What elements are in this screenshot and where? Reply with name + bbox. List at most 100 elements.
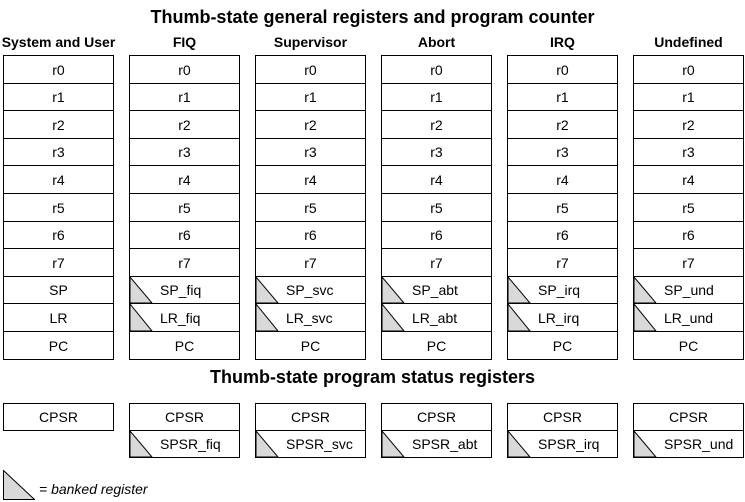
status-cpsr-cell: CPSR [381, 403, 492, 431]
register-lr-und-cell: LR_und [633, 303, 744, 332]
register-lr-fiq-label: LR_fiq [160, 309, 201, 326]
register-r2-label: r2 [52, 116, 65, 133]
mode-header-supervisor: Supervisor [273, 34, 348, 50]
status-cpsr-cell: CPSR [633, 403, 744, 431]
register-r0-label: r0 [304, 61, 317, 78]
register-r6-label: r6 [682, 227, 695, 243]
register-pc-label: PC [48, 337, 69, 354]
mode-header-undefined: Undefined [654, 34, 723, 50]
register-r1-label: r1 [682, 89, 695, 105]
register-pc-label: PC [426, 337, 447, 354]
banked-triangle-icon [508, 277, 531, 303]
banked-triangle-icon [256, 304, 279, 331]
mode-header-system-and-user: System and User [1, 34, 116, 50]
register-r6-label: r6 [556, 227, 569, 243]
register-r5-label: r5 [178, 199, 191, 216]
banked-triangle-icon [634, 304, 657, 331]
register-pc-cell: PC [381, 331, 492, 360]
banked-triangle-icon [634, 277, 657, 303]
status-spsr-und-label: SPSR_und [664, 436, 734, 452]
register-r2-cell: r2 [381, 110, 492, 139]
register-r5-cell: r5 [129, 193, 240, 222]
status-cpsr-label: CPSR [165, 409, 204, 425]
status-cpsr-label: CPSR [291, 409, 330, 425]
register-sp-irq-label: SP_irq [538, 282, 581, 298]
register-r0-label: r0 [682, 61, 695, 78]
register-r7-cell: r7 [255, 248, 366, 277]
status-cpsr-cell: CPSR [129, 403, 240, 431]
register-r0-cell: r0 [255, 55, 366, 84]
register-r2-label: r2 [304, 116, 317, 133]
register-r7-cell: r7 [3, 248, 114, 277]
register-r0-cell: r0 [129, 55, 240, 84]
register-lr-fiq-cell: LR_fiq [129, 303, 240, 332]
register-pc-cell: PC [129, 331, 240, 360]
register-r2-label: r2 [682, 116, 695, 133]
register-r7-cell: r7 [633, 248, 744, 277]
register-sp-abt-label: SP_abt [412, 282, 458, 298]
register-r6-cell: r6 [129, 221, 240, 249]
register-r7-label: r7 [556, 254, 569, 271]
register-r5-cell: r5 [633, 193, 744, 222]
register-r0-label: r0 [52, 61, 65, 78]
register-r1-label: r1 [556, 89, 569, 105]
register-lr-svc-cell: LR_svc [255, 303, 366, 332]
register-r5-label: r5 [304, 199, 317, 216]
register-r7-label: r7 [52, 254, 65, 271]
status-spsr-fiq-cell: SPSR_fiq [129, 430, 240, 458]
register-r5-cell: r5 [255, 193, 366, 222]
register-r3-label: r3 [178, 144, 191, 160]
banked-triangle-icon [256, 431, 279, 457]
register-r1-label: r1 [178, 89, 191, 105]
register-r3-label: r3 [52, 144, 65, 160]
register-r4-cell: r4 [129, 165, 240, 194]
register-pc-cell: PC [633, 331, 744, 360]
register-r7-label: r7 [430, 254, 443, 271]
register-r0-label: r0 [556, 61, 569, 78]
register-r1-label: r1 [430, 89, 443, 105]
register-r2-cell: r2 [255, 110, 366, 139]
status-spsr-abt-cell: SPSR_abt [381, 430, 492, 458]
register-lr-irq-cell: LR_irq [507, 303, 618, 332]
banked-triangle-icon [130, 431, 153, 457]
register-r7-label: r7 [682, 254, 695, 271]
register-sp-und-cell: SP_und [633, 276, 744, 304]
banked-legend-icon [3, 470, 35, 500]
register-sp-label: SP [49, 282, 68, 298]
register-r6-label: r6 [304, 227, 317, 243]
register-r2-cell: r2 [129, 110, 240, 139]
banked-triangle-icon [130, 277, 153, 303]
register-r4-cell: r4 [3, 165, 114, 194]
register-r1-cell: r1 [3, 83, 114, 111]
register-pc-label: PC [300, 337, 321, 354]
register-pc-label: PC [174, 337, 195, 354]
banked-triangle-icon [382, 431, 405, 457]
register-r7-label: r7 [178, 254, 191, 271]
register-lr-abt-label: LR_abt [412, 309, 458, 326]
status-cpsr-label: CPSR [669, 409, 708, 425]
status-cpsr-cell: CPSR [255, 403, 366, 431]
register-r6-label: r6 [178, 227, 191, 243]
status-title: Thumb-state program status registers [209, 367, 536, 387]
status-cpsr-label: CPSR [39, 409, 78, 425]
register-r1-cell: r1 [633, 83, 744, 111]
register-r4-label: r4 [178, 171, 191, 188]
status-spsr-fiq-label: SPSR_fiq [160, 436, 221, 452]
status-spsr-svc-cell: SPSR_svc [255, 430, 366, 458]
register-r4-label: r4 [304, 171, 317, 188]
register-r4-cell: r4 [381, 165, 492, 194]
register-r5-cell: r5 [381, 193, 492, 222]
register-r0-cell: r0 [507, 55, 618, 84]
register-r1-cell: r1 [381, 83, 492, 111]
mode-header-irq: IRQ [550, 34, 575, 50]
register-lr-svc-label: LR_svc [286, 309, 333, 326]
register-r4-cell: r4 [633, 165, 744, 194]
register-sp-und-label: SP_und [664, 282, 714, 298]
register-r1-cell: r1 [255, 83, 366, 111]
register-sp-cell: SP [3, 276, 114, 304]
register-r2-label: r2 [178, 116, 191, 133]
legend-label: = banked register [39, 481, 148, 497]
register-sp-abt-cell: SP_abt [381, 276, 492, 304]
register-sp-fiq-label: SP_fiq [160, 282, 202, 298]
